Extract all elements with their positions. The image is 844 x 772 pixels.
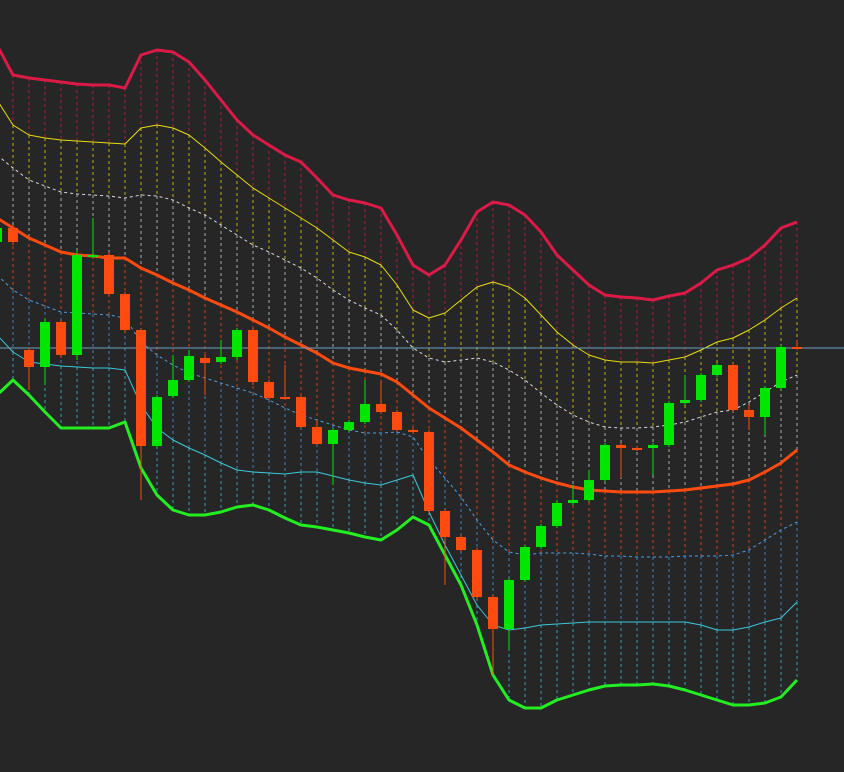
- band-line: [0, 156, 798, 429]
- candle-body: [120, 294, 130, 330]
- candle-body: [584, 480, 594, 500]
- candle-body: [424, 432, 434, 511]
- candle-body: [456, 537, 466, 550]
- candle-body: [88, 255, 98, 257]
- candle-body: [360, 404, 370, 422]
- candle-body: [632, 448, 642, 450]
- candle-body: [104, 255, 114, 294]
- candle-body: [568, 500, 578, 503]
- candle-body: [152, 397, 162, 446]
- band-line: [0, 337, 798, 631]
- candle-body: [8, 228, 18, 242]
- candle-body: [616, 445, 626, 448]
- candle-body: [200, 358, 210, 363]
- candle-body: [312, 427, 322, 444]
- candle-body: [536, 526, 546, 547]
- candle-body: [56, 322, 66, 355]
- candle-body: [440, 511, 450, 537]
- candle-body: [664, 403, 674, 445]
- candle-body: [248, 330, 258, 382]
- candle-body: [552, 503, 562, 526]
- candle-body: [328, 430, 338, 444]
- candle-body: [296, 397, 306, 427]
- candle-body: [776, 347, 786, 388]
- candle-body: [648, 445, 658, 448]
- candle-body: [696, 375, 706, 400]
- band-line: [0, 378, 799, 710]
- candle-body: [344, 422, 354, 430]
- candle-body: [0, 228, 2, 242]
- candle-body: [392, 412, 402, 430]
- candle-body: [232, 330, 242, 357]
- candle-body: [264, 382, 274, 398]
- candle-body: [168, 380, 178, 396]
- candle-body: [184, 356, 194, 380]
- candle-body: [280, 397, 290, 399]
- candle-body: [24, 350, 34, 367]
- candle-body: [40, 322, 50, 367]
- candle-body: [760, 388, 770, 417]
- candle-body: [72, 255, 82, 355]
- candle-body: [520, 547, 530, 580]
- candle-body: [216, 357, 226, 362]
- band-line: [0, 103, 798, 364]
- candle-body: [376, 404, 386, 412]
- candle-body: [728, 365, 738, 410]
- candle-body: [504, 580, 514, 629]
- candle-body: [408, 430, 418, 432]
- candle-body: [600, 445, 610, 480]
- band-line: [0, 47, 798, 302]
- candle-body: [712, 365, 722, 375]
- candle-body: [744, 410, 754, 417]
- candle-body: [136, 330, 146, 446]
- candle-body: [488, 597, 498, 629]
- band-line: [0, 218, 798, 494]
- candle-body: [680, 400, 690, 403]
- candle-body: [472, 550, 482, 597]
- candle-body: [792, 347, 802, 349]
